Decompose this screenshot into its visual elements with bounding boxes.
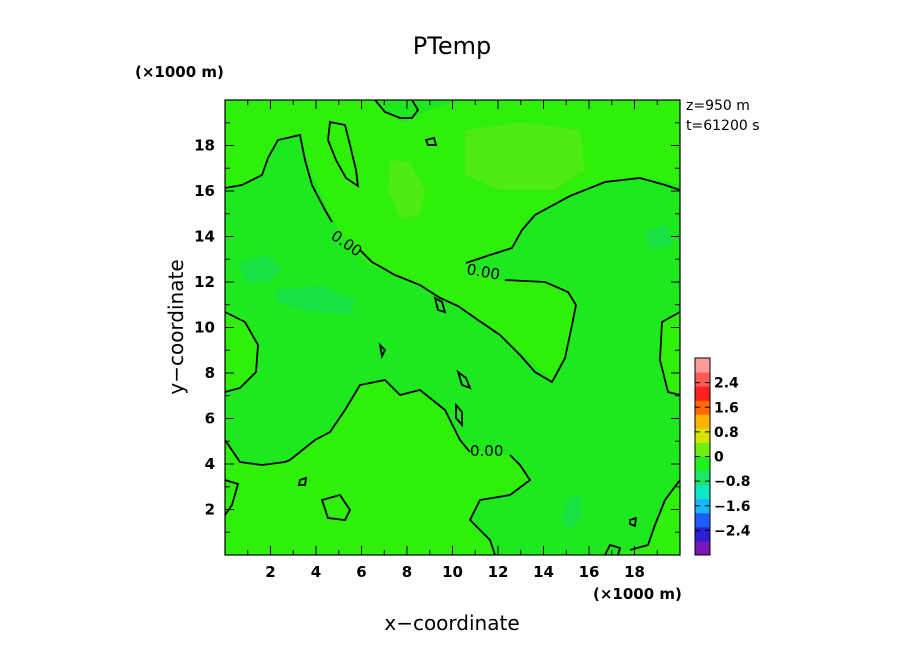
colorbar-swatch	[695, 470, 710, 486]
x-tick-label: 16	[579, 563, 600, 581]
negative-patch	[562, 495, 582, 530]
x-tick-label: 14	[533, 563, 554, 581]
positive-region	[225, 380, 530, 555]
positive-region	[660, 312, 680, 395]
contour-line	[359, 249, 577, 384]
colorbar-swatch	[695, 386, 710, 401]
contour-label: 0.00	[465, 260, 501, 284]
y-tick-label: 18	[194, 137, 215, 155]
y-axis-label: y−coordinate	[164, 259, 188, 394]
colorbar-tick-label: −1.6	[714, 499, 751, 515]
colorbar-swatch	[695, 414, 710, 429]
y-tick-label: 6	[205, 410, 215, 428]
zero-contours	[224, 99, 681, 556]
contour-line	[374, 99, 420, 119]
colorbar-tick-label: −0.8	[714, 474, 751, 490]
contour-line	[456, 369, 472, 390]
contour-line	[224, 133, 333, 223]
contour-line	[424, 136, 438, 146]
contour-line	[465, 177, 681, 264]
x-axis-label: x−coordinate	[384, 611, 519, 635]
x-tick-label: 2	[265, 563, 275, 581]
negative-patch	[238, 255, 282, 282]
colorbar-swatch	[695, 456, 710, 472]
y-tick-label: 4	[205, 455, 215, 473]
strong-positive-patch	[388, 160, 425, 218]
negative-patch	[645, 225, 672, 250]
contour-line	[455, 402, 463, 428]
x-tick-label: 18	[624, 563, 645, 581]
colorbar-swatch	[695, 484, 710, 500]
colorbar: 2.4 1.6 0.8 0 −0.8 −1.6 −2.4	[694, 357, 751, 556]
y-tick-label: 12	[194, 273, 215, 291]
negative-patch	[275, 285, 355, 315]
x-axis-ticks: 2 4 6 8 10 12 14 16 18	[247, 100, 658, 581]
colorbar-tick-label: 0	[714, 450, 724, 466]
colorbar-tick-label: 1.6	[714, 400, 739, 416]
colorbar-swatch	[695, 540, 710, 556]
colorbar-swatch	[695, 512, 710, 528]
colorbar-swatch	[695, 428, 710, 443]
plot-area: 0.00 0.00 0.00	[224, 99, 681, 556]
contour-line	[297, 476, 308, 486]
y-tick-label: 16	[194, 182, 215, 200]
colorbar-swatch	[695, 372, 710, 387]
contour-line	[659, 311, 681, 396]
x-tick-label: 4	[311, 563, 321, 581]
y-axis-ticks: 2 4 6 8 10 12 14 16 18	[194, 122, 680, 533]
colorbar-tick-label: 0.8	[714, 425, 739, 441]
colorbar-swatch	[695, 400, 710, 415]
contour-line	[629, 516, 638, 528]
contour-label: 0.00	[470, 442, 503, 460]
y-tick-label: 14	[194, 228, 215, 246]
chart-title: PTemp	[413, 32, 491, 60]
colorbar-swatch	[695, 498, 710, 514]
annotation-z: z=950 m	[686, 98, 750, 114]
x-tick-label: 10	[442, 563, 463, 581]
colorbar-tick-label: −2.4	[714, 523, 751, 539]
contour-line	[433, 296, 447, 314]
contour-line	[378, 342, 387, 359]
x-tick-label: 8	[402, 563, 412, 581]
x-unit-label: (×1000 m)	[593, 585, 682, 603]
contour-line	[468, 454, 532, 556]
colorbar-swatch	[695, 526, 710, 542]
contour-line	[224, 379, 471, 466]
y-tick-label: 10	[194, 319, 215, 337]
colorbar-swatch	[695, 442, 710, 457]
annotation-t: t=61200 s	[686, 118, 760, 134]
strong-positive-patch	[465, 122, 585, 190]
y-tick-label: 8	[205, 364, 215, 382]
y-tick-label: 2	[205, 501, 215, 519]
contour-line	[320, 493, 352, 521]
colorbar-swatch	[695, 358, 710, 373]
contour-line	[224, 311, 259, 393]
contour-line	[604, 543, 622, 556]
contour-line	[629, 479, 681, 551]
x-tick-label: 6	[356, 563, 366, 581]
colorbar-tick-label: 2.4	[714, 376, 739, 392]
positive-region	[605, 480, 680, 555]
y-unit-label: (×1000 m)	[135, 63, 224, 81]
contour-line	[327, 120, 360, 188]
x-tick-label: 12	[488, 563, 509, 581]
